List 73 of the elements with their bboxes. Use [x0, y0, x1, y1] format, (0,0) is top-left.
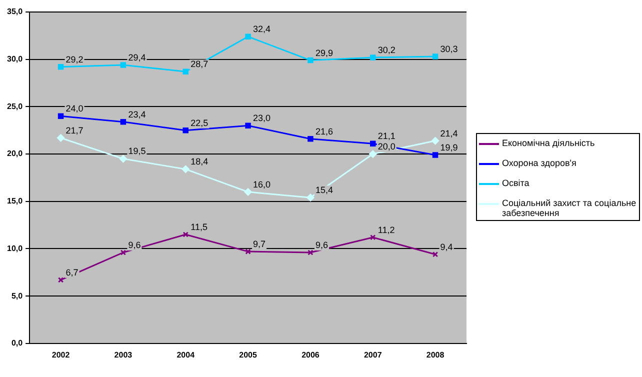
point	[57, 134, 65, 142]
point	[58, 113, 64, 120]
data-label: 22,5	[190, 118, 208, 128]
data-label: 16,0	[253, 179, 271, 190]
point	[370, 54, 376, 60]
y-tick-label: 5,0	[11, 291, 24, 300]
point	[308, 57, 314, 64]
legend-label: Соціальний захист та соціальне забезпечення	[502, 198, 637, 218]
point	[120, 62, 126, 68]
point	[306, 194, 314, 202]
point	[432, 54, 438, 60]
x-tick-label: 2002	[52, 350, 70, 360]
point	[369, 150, 377, 158]
data-label: 29,9	[315, 48, 333, 58]
y-tick-label: 25,0	[6, 102, 24, 111]
point	[370, 234, 376, 240]
y-tick-label: 20,0	[6, 149, 24, 158]
point	[182, 127, 188, 134]
point	[58, 64, 64, 70]
x-tick-label: 2004	[176, 350, 196, 360]
point	[308, 250, 314, 256]
point	[182, 232, 188, 238]
data-label: 21,7	[66, 125, 84, 136]
x-tick-label: 2007	[364, 350, 382, 360]
data-label: 29,2	[66, 54, 84, 64]
point	[245, 248, 251, 254]
y-tick-label: 35,0	[6, 7, 24, 16]
data-label: 28,7	[190, 59, 208, 70]
data-label: 21,1	[378, 131, 396, 142]
point	[432, 137, 440, 145]
x-tick-label: 2003	[114, 350, 133, 360]
point	[182, 165, 190, 173]
data-label: 24,0	[66, 104, 84, 114]
y-tick-label: 0,0	[11, 338, 24, 348]
point	[120, 250, 126, 256]
data-label: 21,6	[315, 126, 333, 136]
data-label: 6,7	[66, 267, 78, 278]
data-label: 9,4	[440, 242, 453, 252]
point	[308, 136, 314, 142]
y-tick-label: 10,0	[6, 244, 24, 253]
y-tick-label: 15,0	[6, 196, 24, 206]
data-label: 20,0	[378, 142, 396, 152]
data-label: 15,4	[315, 185, 333, 196]
x-tick-label: 2005	[239, 350, 258, 360]
data-label: 32,4	[253, 24, 271, 34]
data-label: 19,5	[128, 146, 146, 156]
legend-label: Освіта	[502, 178, 530, 188]
data-label: 29,4	[128, 52, 146, 63]
data-label: 30,2	[378, 44, 396, 55]
data-label: 9,6	[128, 240, 141, 250]
point	[244, 188, 252, 196]
data-label: 11,5	[190, 222, 208, 232]
legend-label: Економічна діяльність	[502, 138, 595, 148]
data-label: 30,3	[440, 44, 458, 54]
data-label: 11,2	[378, 224, 395, 235]
legend-label: Охорона здоров'я	[502, 158, 576, 168]
point	[432, 152, 438, 158]
point	[370, 140, 376, 146]
x-tick-label: 2008	[426, 350, 445, 360]
data-label: 23,0	[253, 113, 271, 124]
data-label: 23,4	[128, 109, 146, 120]
x-tick-label: 2006	[302, 350, 320, 360]
point	[120, 118, 126, 125]
y-tick-label: 30,0	[6, 54, 24, 64]
point	[119, 155, 127, 163]
data-label: 9,7	[253, 239, 266, 250]
data-label: 9,6	[315, 240, 328, 250]
point	[245, 122, 251, 128]
point	[245, 34, 251, 40]
point	[182, 68, 188, 75]
data-label: 21,4	[440, 128, 458, 138]
data-label: 19,9	[440, 142, 458, 152]
data-label: 18,4	[190, 156, 208, 167]
